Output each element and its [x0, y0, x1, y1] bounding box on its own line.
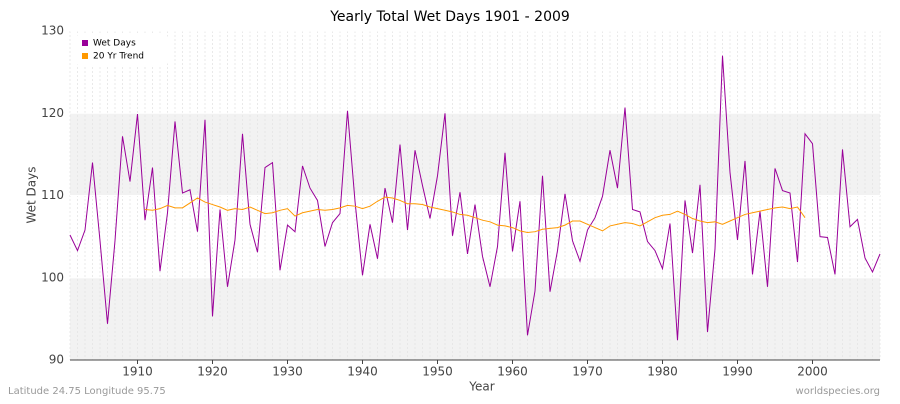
x-axis-label: Year [468, 380, 494, 394]
y-axis-label: Wet Days [25, 166, 39, 223]
x-tick-label: 2000 [797, 365, 828, 379]
data-line [69, 55, 881, 341]
y-tick-label: 110 [41, 188, 64, 202]
y-tick-label: 120 [41, 106, 64, 120]
y-tick-label: 90 [49, 353, 64, 367]
legend-label: Wet Days [93, 39, 136, 49]
footer-right: worldspecies.org [796, 386, 880, 397]
x-tick-label: 1940 [347, 365, 378, 379]
x-tick-label: 1970 [572, 365, 603, 379]
x-tick-label: 1930 [272, 365, 303, 379]
legend-box [76, 35, 168, 65]
x-tick-label: 1950 [422, 365, 453, 379]
x-tick-label: 1980 [647, 365, 678, 379]
data-line [144, 196, 806, 234]
legend-label: 20 Yr Trend [93, 52, 144, 62]
x-tick-label: 1990 [722, 365, 753, 379]
x-tick-label: 1910 [122, 365, 153, 379]
footer-left: Latitude 24.75 Longitude 95.75 [8, 386, 166, 397]
y-tick-label: 100 [41, 270, 64, 284]
x-tick-label: 1920 [197, 365, 228, 379]
legend-swatch [82, 53, 88, 59]
plot-area [69, 30, 881, 361]
legend-swatch [82, 40, 88, 46]
x-tick-label: 1960 [497, 365, 528, 379]
chart-title: Yearly Total Wet Days 1901 - 2009 [329, 9, 570, 25]
y-tick-label: 130 [41, 24, 64, 38]
